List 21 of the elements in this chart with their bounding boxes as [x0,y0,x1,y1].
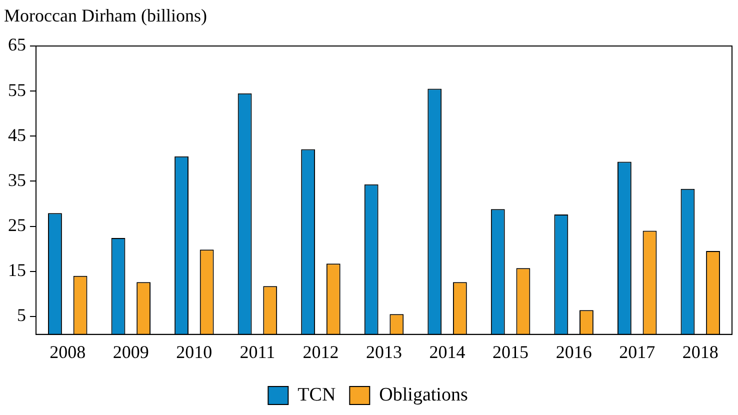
y-tick-label: 25 [8,214,26,235]
x-tick-label: 2014 [429,342,466,362]
x-tick-label: 2018 [682,342,718,362]
y-tick-label: 65 [8,34,26,55]
legend-label: TCN [298,384,336,406]
x-tick-label: 2011 [240,342,276,362]
x-tick-label: 2016 [556,342,592,362]
y-tick-label: 15 [8,260,26,280]
x-tick-label: 2008 [50,342,86,362]
y-tick-label: 35 [8,170,26,190]
x-tick-label: 2012 [302,342,339,362]
y-tick-label: 5 [17,305,26,326]
x-tick-label: 2013 [366,342,402,362]
x-tick-label: 2015 [492,342,529,362]
y-tick-label: 45 [8,124,26,145]
x-tick-label: 2017 [619,342,656,362]
y-axis-title: Moroccan Dirham (billions) [4,6,207,26]
x-tick-label: 2009 [112,342,149,362]
y-tick-label: 55 [8,80,26,100]
x-tick-label: 2010 [176,342,212,362]
legend-label: Obligations [379,384,468,406]
